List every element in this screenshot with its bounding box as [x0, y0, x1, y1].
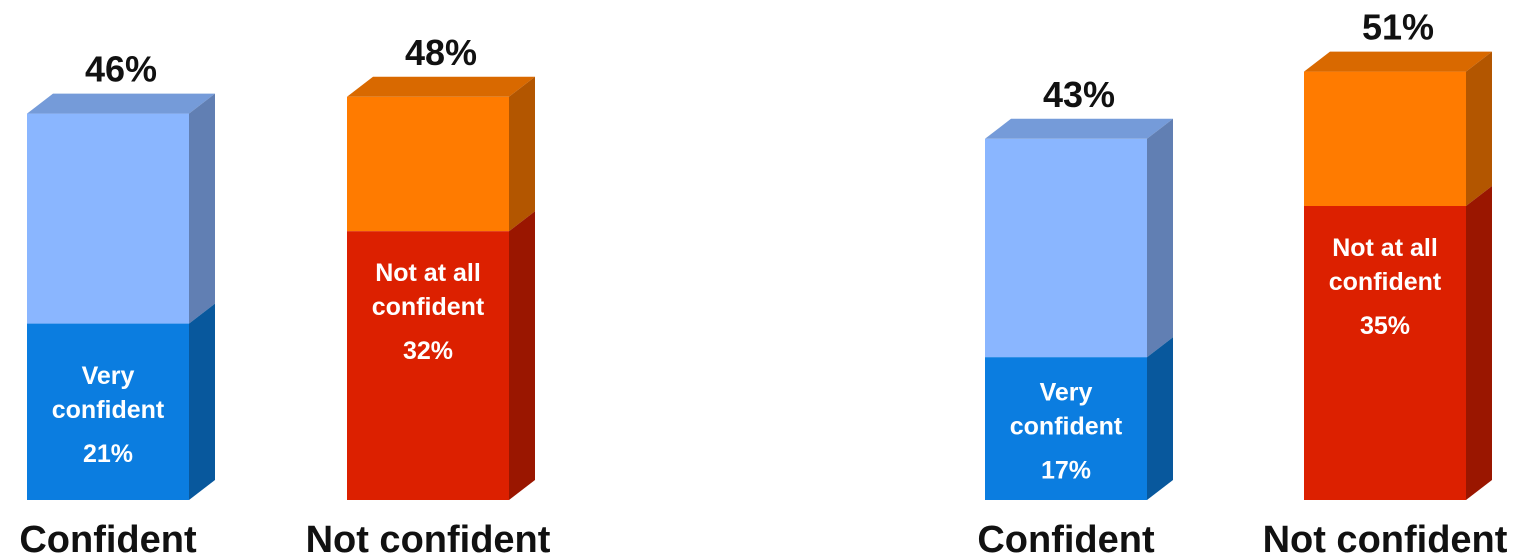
- bar-side-upper: [1466, 51, 1492, 206]
- bar-side-upper: [509, 76, 535, 232]
- not-at-all-confident-label: Not at all: [375, 259, 481, 287]
- very-confident-label: Very: [1040, 379, 1093, 407]
- chart-1: [27, 76, 535, 500]
- total-value-label: 46%: [85, 49, 157, 90]
- category-label: Confident: [977, 519, 1155, 560]
- bar-side-base: [189, 303, 215, 500]
- chart-2: [985, 51, 1492, 500]
- bar-top-face: [985, 118, 1173, 139]
- not-at-all-confident-label: confident: [372, 293, 485, 321]
- bar-upper-segment: [1304, 71, 1466, 206]
- segment-value-label: 17%: [1041, 457, 1091, 485]
- bar-upper-segment: [985, 138, 1147, 358]
- bar-side-upper: [1147, 118, 1173, 358]
- segment-value-label: 32%: [403, 337, 453, 365]
- bar-top-face: [27, 93, 215, 114]
- bar-top-face: [347, 76, 535, 97]
- segment-value-label: 21%: [83, 440, 133, 468]
- total-value-label: 48%: [405, 32, 477, 73]
- not-at-all-confident-label: Not at all: [1332, 234, 1438, 262]
- bar-side-base: [509, 211, 535, 500]
- category-label: Not confident: [1263, 519, 1508, 560]
- category-label: Not confident: [306, 519, 551, 560]
- bar-upper-segment: [27, 113, 189, 324]
- bar-upper-segment: [347, 96, 509, 232]
- bar-side-base: [1466, 186, 1492, 500]
- bar-side-base: [1147, 337, 1173, 500]
- segment-value-label: 35%: [1360, 312, 1410, 340]
- total-value-label: 43%: [1043, 74, 1115, 115]
- very-confident-label: Very: [82, 362, 135, 390]
- bar-top-face: [1304, 51, 1492, 72]
- very-confident-label: confident: [1010, 413, 1123, 441]
- very-confident-label: confident: [52, 396, 165, 424]
- bar-side-upper: [189, 93, 215, 324]
- total-value-label: 51%: [1362, 7, 1434, 48]
- bar-base-segment: [985, 357, 1147, 500]
- bar-base-segment: [1304, 206, 1466, 500]
- not-at-all-confident-label: confident: [1329, 268, 1442, 296]
- bar-base-segment: [27, 323, 189, 500]
- bar-base-segment: [347, 231, 509, 500]
- category-label: Confident: [19, 519, 197, 560]
